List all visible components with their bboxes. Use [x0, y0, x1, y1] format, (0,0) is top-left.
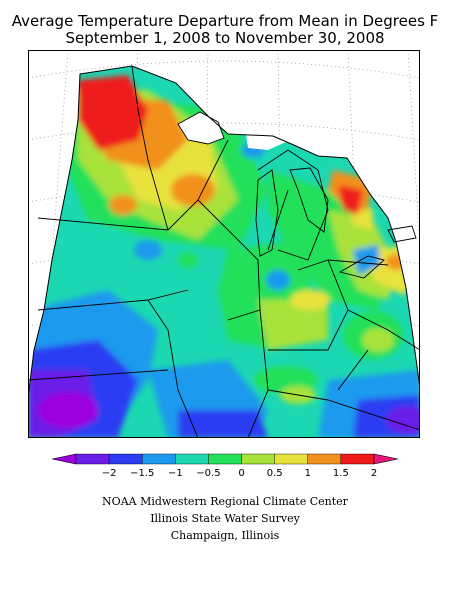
lake-erie [338, 255, 385, 279]
legend-swatch [307, 453, 342, 465]
legend-swatch [340, 453, 375, 465]
credit-organization: NOAA Midwestern Regional Climate Center [102, 495, 348, 508]
credit-agency: Illinois State Water Survey [150, 512, 300, 525]
legend-tick-label: −1.5 [130, 468, 154, 479]
legend-swatch [208, 453, 242, 465]
legend-tick-label: −0.5 [196, 468, 220, 479]
legend-swatches [51, 453, 399, 465]
map-title: Average Temperature Departure from Mean … [11, 12, 439, 30]
legend-tick-label: 2 [371, 468, 377, 479]
color-legend: −2 −1.5 −1 −0.5 0 0.5 1 1.5 2 [51, 453, 399, 479]
legend-tick-label: −1 [168, 468, 183, 479]
legend-tick-label: 1.5 [333, 468, 349, 479]
legend-swatch [241, 453, 275, 465]
lake-superior [177, 111, 225, 145]
legend-tick-label: 0.5 [267, 468, 283, 479]
state-boundaries [28, 65, 420, 438]
legend-arrow-low [51, 453, 77, 465]
temperature-field [28, 66, 420, 438]
lake-huron [289, 167, 329, 233]
legend-tick-label: −2 [102, 468, 117, 479]
legend-tick-label: 1 [305, 468, 311, 479]
lake-ontario [387, 225, 417, 243]
map-date-range: September 1, 2008 to November 30, 2008 [65, 29, 385, 47]
legend-swatch [142, 453, 176, 465]
legend-swatch [108, 453, 143, 465]
legend-swatch [175, 453, 209, 465]
lake-outlines [177, 111, 417, 279]
legend-tick-label: 0 [238, 468, 244, 479]
temperature-departure-map [28, 50, 420, 438]
region-outline [28, 65, 420, 438]
credit-location: Champaign, Illinois [170, 529, 280, 542]
legend-swatch [75, 453, 110, 465]
legend-swatch [274, 453, 308, 465]
legend-arrow-high [373, 453, 399, 465]
legend-labels: −2 −1.5 −1 −0.5 0 0.5 1 1.5 2 [102, 468, 377, 479]
lake-michigan [255, 169, 279, 257]
